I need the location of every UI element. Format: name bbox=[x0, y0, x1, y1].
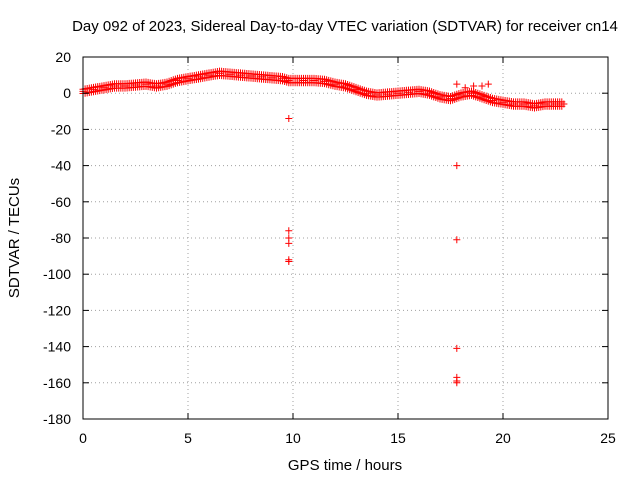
data-points bbox=[79, 67, 568, 387]
data-point bbox=[111, 82, 118, 90]
data-point bbox=[142, 80, 150, 88]
data-point bbox=[174, 77, 181, 85]
data-point bbox=[470, 82, 478, 90]
axis-ticks bbox=[82, 56, 609, 420]
data-point bbox=[510, 100, 517, 108]
data-point bbox=[426, 89, 433, 97]
data-point bbox=[453, 379, 461, 387]
data-point bbox=[132, 81, 139, 89]
y-tick-label: -80 bbox=[51, 230, 71, 246]
data-point bbox=[447, 95, 454, 103]
data-point bbox=[457, 91, 465, 99]
x-tick-label: 10 bbox=[285, 430, 301, 446]
data-point bbox=[484, 80, 492, 88]
y-tick-label: -160 bbox=[43, 375, 71, 391]
data-point bbox=[489, 96, 496, 104]
y-tick-label: -140 bbox=[43, 339, 71, 355]
x-tick-label: 5 bbox=[184, 430, 192, 446]
data-point bbox=[394, 89, 402, 97]
x-tick-label: 25 bbox=[600, 430, 616, 446]
data-point bbox=[541, 100, 549, 108]
data-point bbox=[520, 100, 528, 108]
y-axis-label: SDTVAR / TECUs bbox=[6, 178, 23, 298]
y-tick-label: 0 bbox=[63, 85, 71, 101]
data-point bbox=[373, 91, 381, 99]
data-point bbox=[285, 77, 293, 85]
data-point bbox=[331, 80, 339, 88]
data-point bbox=[499, 98, 507, 106]
x-axis-label: GPS time / hours bbox=[288, 457, 402, 474]
data-point bbox=[478, 82, 486, 90]
data-point bbox=[363, 89, 370, 97]
data-point bbox=[195, 73, 202, 81]
x-tick-label: 20 bbox=[495, 430, 511, 446]
y-tick-label: -20 bbox=[51, 121, 71, 137]
data-point bbox=[352, 86, 360, 94]
data-point bbox=[226, 70, 234, 78]
data-point bbox=[436, 93, 444, 101]
data-point bbox=[285, 227, 293, 235]
data-point bbox=[90, 86, 97, 94]
data-point bbox=[321, 77, 328, 85]
data-point bbox=[268, 74, 276, 82]
data-point bbox=[310, 77, 318, 85]
y-tick-label: -180 bbox=[43, 411, 71, 427]
data-point bbox=[163, 80, 171, 88]
grid bbox=[83, 57, 608, 419]
data-point bbox=[342, 82, 349, 90]
data-point bbox=[258, 73, 265, 81]
data-point bbox=[453, 344, 461, 352]
data-point bbox=[453, 80, 461, 88]
data-point bbox=[237, 71, 244, 79]
data-point bbox=[285, 258, 293, 266]
data-point bbox=[405, 88, 412, 96]
data-point bbox=[453, 162, 461, 170]
x-tick-label: 0 bbox=[79, 430, 87, 446]
data-point bbox=[216, 69, 223, 77]
data-point bbox=[560, 100, 568, 108]
data-point bbox=[531, 102, 538, 110]
data-point bbox=[285, 115, 293, 123]
x-tick-label: 15 bbox=[390, 430, 406, 446]
y-tick-label: -100 bbox=[43, 266, 71, 282]
data-point bbox=[205, 71, 213, 79]
data-point bbox=[478, 93, 486, 101]
data-point bbox=[384, 90, 391, 98]
data-point bbox=[153, 82, 160, 90]
data-point bbox=[279, 75, 286, 83]
data-point bbox=[552, 100, 559, 108]
data-point bbox=[453, 236, 461, 244]
tick-labels: 0 5 10 15 20 25 20 0 -20 -40 -60 -80 -100 -120 -140 -16… bbox=[43, 49, 616, 446]
data-point bbox=[121, 82, 129, 90]
data-point bbox=[184, 75, 192, 83]
data-point bbox=[300, 77, 307, 85]
y-tick-label: -60 bbox=[51, 194, 71, 210]
data-point bbox=[468, 89, 475, 97]
y-tick-label: -40 bbox=[51, 158, 71, 174]
data-point bbox=[247, 72, 255, 80]
y-tick-label: 20 bbox=[55, 49, 71, 65]
data-point bbox=[285, 239, 293, 247]
chart-title: Day 092 of 2023, Sidereal Day-to-day VTE… bbox=[72, 18, 618, 35]
data-point bbox=[100, 84, 108, 92]
y-tick-label: -120 bbox=[43, 302, 71, 318]
data-point bbox=[415, 87, 423, 95]
data-point bbox=[461, 84, 469, 92]
